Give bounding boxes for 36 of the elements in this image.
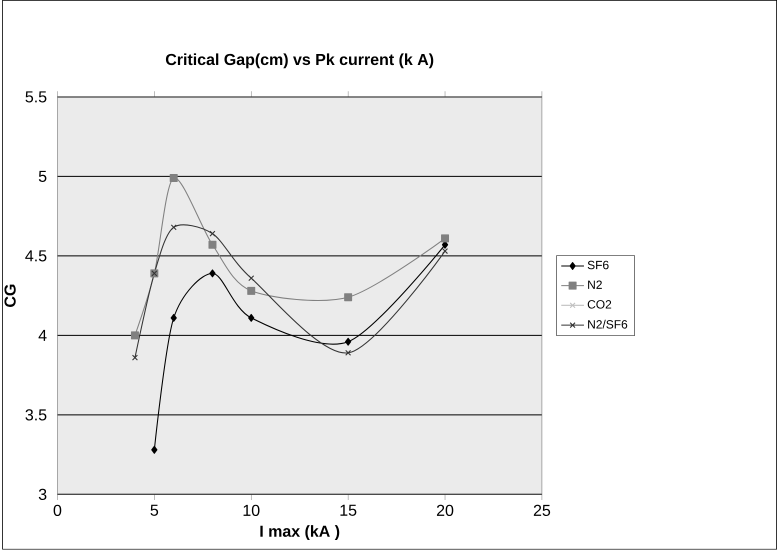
y-tick-label: 5 bbox=[38, 171, 46, 182]
y-tick-label: 3 bbox=[38, 488, 46, 500]
x-tick-label: 25 bbox=[534, 504, 550, 516]
x-tick-label: 15 bbox=[340, 504, 356, 516]
legend-label: N2 bbox=[588, 280, 602, 290]
legend-label: SF6 bbox=[588, 260, 609, 270]
point bbox=[345, 350, 352, 356]
y-tick-label: 4 bbox=[38, 330, 47, 342]
point bbox=[247, 287, 256, 296]
point bbox=[151, 446, 158, 454]
y-tick-label: 3.5 bbox=[25, 409, 46, 421]
legend-label: CO2 bbox=[588, 300, 612, 309]
point bbox=[248, 314, 254, 322]
point bbox=[344, 293, 352, 302]
point bbox=[130, 332, 139, 340]
x-tick-label: 20 bbox=[436, 504, 454, 516]
x-tick-label: 0 bbox=[54, 504, 62, 516]
point bbox=[170, 224, 177, 230]
point bbox=[209, 270, 216, 278]
point bbox=[208, 240, 216, 249]
point bbox=[209, 230, 216, 237]
y-axis-title: CG bbox=[4, 284, 16, 308]
legend-label: N2/SF6 bbox=[588, 320, 628, 329]
x-tick-label: 5 bbox=[150, 504, 158, 516]
x-axis-title: I max (kA ) bbox=[260, 525, 340, 540]
x-tick-label: 10 bbox=[244, 504, 260, 516]
point bbox=[170, 174, 178, 182]
y-tick-label: 4.5 bbox=[25, 250, 46, 262]
point bbox=[132, 354, 138, 361]
point bbox=[248, 275, 254, 282]
point bbox=[441, 234, 450, 243]
y-tick-label: 5.5 bbox=[26, 92, 46, 103]
point bbox=[170, 314, 177, 322]
point bbox=[442, 248, 448, 254]
point bbox=[345, 338, 352, 346]
chart-title: Critical Gap(cm) vs Pk current (k A) bbox=[166, 54, 434, 68]
